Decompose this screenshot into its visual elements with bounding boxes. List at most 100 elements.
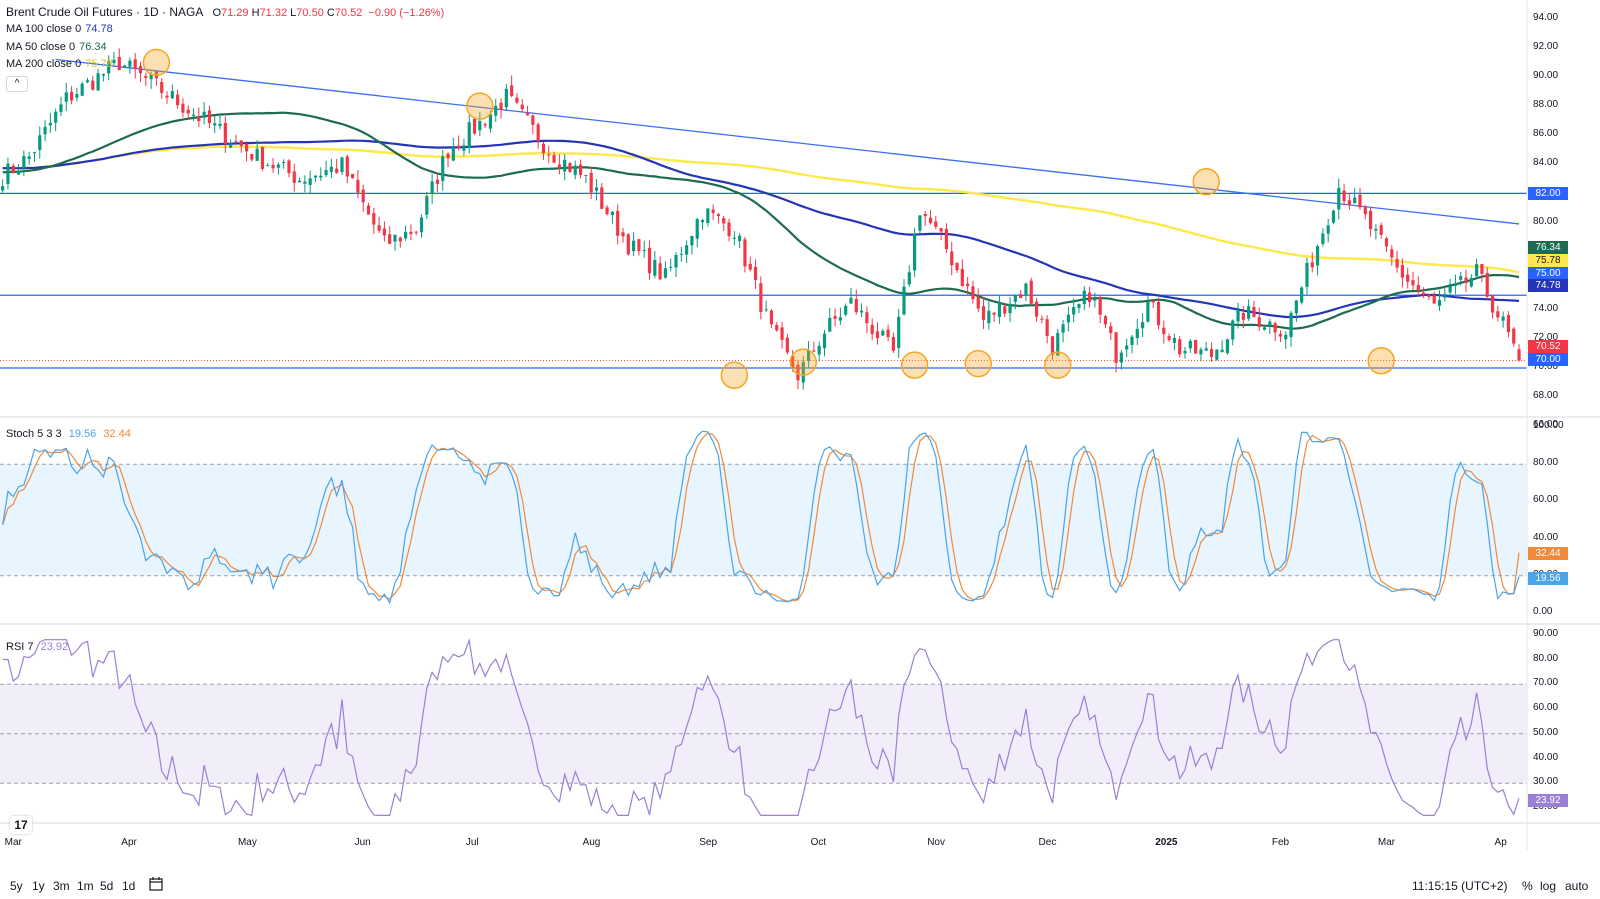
candle-body: [144, 75, 148, 78]
candle-body: [690, 235, 694, 246]
candle-body: [1475, 264, 1479, 277]
candle-body: [573, 165, 577, 175]
candle-body: [1273, 323, 1277, 333]
timeframe-1y[interactable]: 1y: [32, 879, 45, 893]
candle-body: [202, 111, 206, 118]
candle-body: [1130, 336, 1134, 346]
timeframe-3m[interactable]: 3m: [53, 879, 70, 893]
candle-body: [117, 56, 121, 71]
candle-body: [223, 122, 227, 145]
candle-body: [1103, 316, 1108, 325]
ma200-legend[interactable]: MA 200 close 0 75.78: [6, 58, 113, 70]
candle-body: [1342, 190, 1346, 202]
timeframe-1d[interactable]: 1d: [122, 879, 136, 893]
tradingview-logo-icon[interactable]: 17: [10, 816, 32, 834]
candle-body: [626, 234, 630, 255]
candle-body: [552, 155, 556, 163]
candle-body: [80, 83, 84, 96]
time-tick-label: Feb: [1271, 837, 1290, 848]
candle-body: [494, 105, 498, 116]
candle-body: [981, 306, 986, 320]
candle-body: [520, 104, 524, 110]
candle-body: [1480, 264, 1484, 274]
date-range-icon[interactable]: [148, 876, 164, 895]
candle-body: [891, 337, 895, 351]
candle-body: [138, 66, 143, 74]
candle-body: [123, 65, 127, 68]
timeframe-1m[interactable]: 1m: [77, 879, 94, 893]
candle-body: [1024, 283, 1028, 296]
price-tick-label: 86.00: [1533, 128, 1559, 140]
price-tick-label: 70.00: [1533, 361, 1559, 372]
stoch-k-value: 19.56: [68, 428, 97, 440]
price-tag: 74.78: [1528, 279, 1568, 292]
candle-body: [398, 237, 402, 242]
price-tick-label: 66.00: [1533, 419, 1559, 431]
candle-body: [1087, 292, 1092, 303]
candle-body: [1517, 349, 1521, 361]
ohlc-open-label: O: [212, 7, 222, 19]
candle-body: [1490, 295, 1495, 313]
candle-body: [1215, 349, 1219, 360]
candle-body: [955, 262, 959, 271]
bottom-toolbar: 5y 1y 3m 1m 5d 1d 11:15:15 (UTC+2) % log…: [0, 873, 1600, 899]
highlight-marker: [964, 349, 992, 378]
candle-body: [700, 219, 705, 223]
candle-body: [674, 255, 678, 268]
candle-body: [69, 91, 74, 101]
time-tick-label: 2025: [1155, 837, 1178, 848]
candle-body: [801, 361, 805, 383]
candle-body: [711, 209, 715, 214]
candle-body: [1432, 294, 1436, 304]
rsi-legend[interactable]: RSI 7 23.92: [6, 641, 68, 653]
time-tick-label: Jul: [465, 837, 479, 848]
candle-body: [531, 115, 535, 125]
candle-body: [1448, 286, 1452, 293]
candle-body: [1300, 287, 1304, 303]
candle-body: [197, 116, 201, 122]
candle-body: [838, 317, 842, 321]
candle-body: [1019, 294, 1023, 299]
candle-body: [64, 92, 68, 102]
timeframe-5y[interactable]: 5y: [10, 879, 23, 893]
candle-body: [335, 168, 339, 173]
ohlc-low: 70.50: [296, 7, 324, 19]
candle-body: [91, 80, 95, 90]
ma50-legend[interactable]: MA 50 close 0 76.34: [6, 41, 107, 53]
symbol-header: Brent Crude Oil Futures · 1D · NAGA O71.…: [6, 5, 444, 19]
candle-body: [1114, 332, 1118, 363]
candle-body: [430, 181, 434, 195]
collapse-legend-button[interactable]: ^: [6, 76, 28, 92]
log-toggle[interactable]: log: [1540, 879, 1557, 893]
percent-toggle[interactable]: %: [1522, 879, 1533, 893]
clock[interactable]: 11:15:15 (UTC+2): [1412, 879, 1508, 893]
candle-body: [923, 213, 927, 217]
candle-body: [255, 148, 259, 161]
ma100-legend[interactable]: MA 100 close 0 74.78: [6, 23, 113, 35]
candle-body: [1156, 301, 1161, 326]
candle-body: [695, 219, 699, 239]
stoch-legend[interactable]: Stoch 5 3 3 19.56 32.44: [6, 428, 131, 440]
candle-body: [1252, 306, 1256, 317]
candle-body: [149, 74, 153, 80]
price-tick-label: 74.00: [1533, 302, 1559, 314]
candle-body: [934, 221, 938, 227]
candle-body: [1347, 200, 1351, 205]
time-tick-label: Mar: [1377, 837, 1396, 848]
candle-body: [510, 85, 514, 97]
candle-body: [1315, 246, 1320, 266]
candle-body: [812, 350, 816, 352]
candle-body: [1257, 317, 1261, 327]
candle-body: [722, 218, 726, 224]
price-tag: 82.00: [1528, 187, 1568, 201]
price-tag: 76.34: [1528, 241, 1568, 254]
timeframe-5d[interactable]: 5d: [100, 879, 114, 893]
candle-body: [939, 228, 943, 232]
candle-body: [218, 123, 222, 127]
candle-body: [854, 299, 858, 313]
candle-body: [732, 237, 736, 239]
auto-toggle[interactable]: auto: [1565, 879, 1589, 893]
candle-body: [658, 263, 662, 280]
candle-body: [621, 232, 625, 237]
